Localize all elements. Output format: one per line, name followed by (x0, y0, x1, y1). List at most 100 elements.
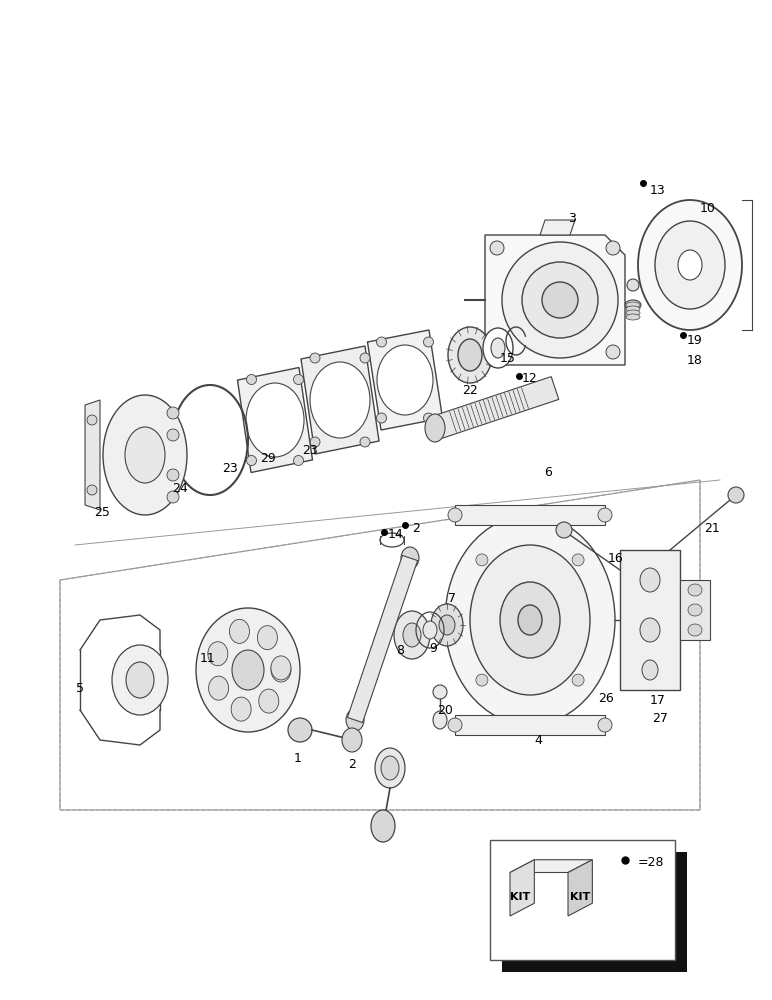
Text: 1: 1 (294, 752, 302, 764)
Ellipse shape (342, 728, 362, 752)
Ellipse shape (167, 407, 179, 419)
Ellipse shape (518, 605, 542, 635)
Text: 5: 5 (76, 682, 84, 694)
Polygon shape (510, 860, 534, 916)
Ellipse shape (424, 413, 434, 423)
Ellipse shape (476, 554, 488, 566)
Ellipse shape (448, 327, 492, 383)
Ellipse shape (572, 674, 584, 686)
Ellipse shape (448, 508, 462, 522)
Polygon shape (367, 330, 442, 430)
Polygon shape (510, 860, 592, 872)
Ellipse shape (229, 619, 249, 643)
Bar (490, 840, 675, 960)
Ellipse shape (87, 415, 97, 425)
Text: 26: 26 (598, 692, 614, 704)
Ellipse shape (271, 658, 291, 682)
Ellipse shape (423, 621, 437, 639)
Polygon shape (540, 220, 575, 235)
Ellipse shape (626, 314, 640, 320)
Text: 2: 2 (348, 758, 356, 772)
Ellipse shape (103, 395, 187, 515)
Text: 19: 19 (687, 334, 703, 347)
Ellipse shape (433, 685, 447, 699)
Text: 8: 8 (396, 644, 404, 656)
Ellipse shape (293, 456, 303, 466)
Ellipse shape (377, 337, 387, 347)
Text: 2: 2 (412, 522, 420, 534)
Ellipse shape (87, 485, 97, 495)
Ellipse shape (458, 339, 482, 371)
Ellipse shape (678, 250, 702, 280)
Ellipse shape (431, 604, 463, 646)
Ellipse shape (655, 221, 725, 309)
Ellipse shape (288, 718, 312, 742)
Text: 11: 11 (200, 652, 216, 664)
Ellipse shape (310, 362, 370, 438)
Ellipse shape (232, 650, 264, 690)
Ellipse shape (638, 200, 742, 330)
Ellipse shape (360, 437, 370, 447)
Text: 15: 15 (500, 352, 516, 364)
Ellipse shape (196, 608, 300, 732)
Ellipse shape (380, 533, 404, 547)
Ellipse shape (598, 508, 612, 522)
Text: 18: 18 (687, 354, 703, 366)
Text: 10: 10 (700, 202, 716, 215)
Ellipse shape (259, 689, 279, 713)
Ellipse shape (425, 414, 445, 442)
Ellipse shape (476, 674, 488, 686)
Ellipse shape (360, 353, 370, 363)
Ellipse shape (490, 241, 504, 255)
Ellipse shape (642, 660, 658, 680)
Ellipse shape (394, 611, 430, 659)
Text: 29: 29 (260, 452, 276, 464)
Text: 7: 7 (448, 591, 456, 604)
Bar (502, 852, 687, 972)
Ellipse shape (310, 437, 320, 447)
Text: 6: 6 (544, 466, 552, 479)
Polygon shape (85, 400, 100, 510)
Ellipse shape (556, 522, 572, 538)
Text: 13: 13 (650, 184, 666, 196)
Ellipse shape (377, 413, 387, 423)
Ellipse shape (167, 491, 179, 503)
Ellipse shape (401, 547, 419, 569)
Text: 24: 24 (172, 482, 188, 494)
Ellipse shape (491, 338, 505, 358)
Text: 17: 17 (650, 694, 666, 706)
Ellipse shape (640, 568, 660, 592)
Ellipse shape (346, 709, 364, 731)
Ellipse shape (606, 241, 620, 255)
Text: 16: 16 (608, 552, 624, 564)
Ellipse shape (310, 353, 320, 363)
Ellipse shape (257, 626, 277, 650)
Ellipse shape (627, 279, 639, 291)
Ellipse shape (626, 306, 640, 312)
Text: 25: 25 (94, 506, 110, 518)
Ellipse shape (246, 456, 256, 466)
Text: 9: 9 (429, 642, 437, 654)
Ellipse shape (424, 337, 434, 347)
Ellipse shape (626, 302, 640, 308)
Ellipse shape (126, 662, 154, 698)
Text: 23: 23 (222, 462, 238, 475)
Ellipse shape (433, 711, 447, 729)
Polygon shape (455, 505, 605, 525)
Text: 12: 12 (522, 371, 538, 384)
Ellipse shape (375, 748, 405, 788)
Text: 21: 21 (704, 522, 720, 534)
Ellipse shape (542, 282, 578, 318)
Text: 3: 3 (568, 212, 576, 225)
Text: 14: 14 (388, 528, 404, 542)
Ellipse shape (246, 383, 304, 457)
Ellipse shape (688, 624, 702, 636)
Ellipse shape (125, 427, 165, 483)
Ellipse shape (167, 469, 179, 481)
Ellipse shape (439, 615, 455, 635)
Text: 22: 22 (462, 383, 478, 396)
Ellipse shape (522, 262, 598, 338)
Text: =28: =28 (638, 856, 665, 868)
Text: 4: 4 (534, 734, 542, 746)
Ellipse shape (208, 642, 228, 666)
